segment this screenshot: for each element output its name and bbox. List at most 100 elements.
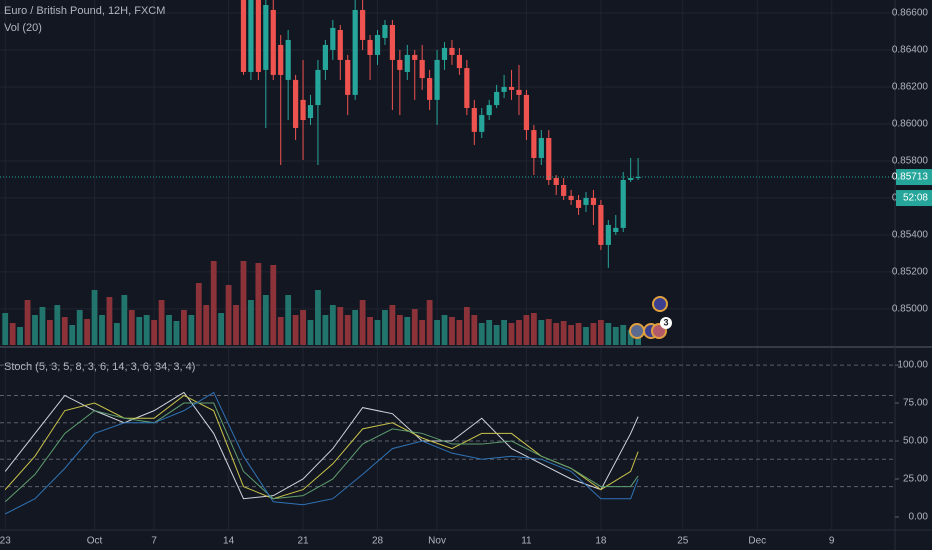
volume-bar	[114, 323, 120, 345]
volume-bar	[262, 295, 269, 345]
y-tick-label: 0.86400	[892, 45, 929, 56]
y-tick-label: 0.85800	[892, 156, 929, 167]
candle-body	[285, 39, 291, 80]
x-tick-label: 7	[151, 536, 157, 547]
volume-bar	[374, 320, 381, 345]
candle-body	[345, 59, 351, 95]
volume-bar	[128, 310, 135, 345]
event-count: 3	[663, 317, 668, 327]
candle-body	[300, 99, 306, 121]
volume-bar	[292, 315, 299, 345]
volume-bar	[285, 295, 292, 345]
y-tick-label: 75.00	[903, 398, 928, 409]
volume-bar	[382, 310, 388, 345]
stoch-line	[4, 402, 639, 503]
event-badge[interactable]	[660, 317, 672, 329]
volume-bar	[344, 315, 351, 345]
candle-body	[434, 59, 440, 100]
y-tick-label: 25.00	[903, 474, 928, 485]
volume-bar	[218, 313, 225, 345]
candle-body	[471, 108, 477, 132]
candle-body	[367, 39, 373, 55]
volume-bar	[583, 327, 589, 345]
candle-body	[419, 59, 425, 79]
x-tick-label: Dec	[748, 536, 766, 547]
volume-bar	[24, 300, 31, 345]
volume-bar	[225, 285, 232, 345]
candle-body	[404, 54, 410, 72]
volume-bar	[434, 320, 440, 345]
volume-bar	[255, 263, 262, 345]
event-icon[interactable]	[629, 323, 645, 339]
volume-bar	[166, 315, 172, 345]
candle-body	[479, 115, 485, 132]
volume-bar	[426, 300, 433, 345]
volume-bar	[627, 330, 634, 345]
candle-body	[613, 227, 619, 232]
volume-bar	[322, 315, 329, 345]
volume-bar	[46, 320, 53, 345]
volume-bar	[463, 307, 470, 345]
volume-bar	[389, 305, 396, 345]
candle-body	[270, 9, 276, 75]
volume-bar	[530, 313, 537, 345]
volume-bar	[597, 320, 604, 345]
volume-bar	[203, 305, 210, 345]
volume-bar	[61, 317, 68, 345]
volume-bar	[210, 261, 217, 345]
volume-bar	[17, 327, 24, 345]
volume-bar	[195, 283, 202, 345]
x-tick-label: 18	[595, 536, 607, 547]
countdown-box	[896, 190, 932, 207]
volume-bar	[315, 290, 321, 345]
volume-bar	[300, 310, 306, 345]
volume-bar	[523, 315, 530, 345]
last-price-box	[896, 169, 932, 186]
x-tick-label: 21	[297, 536, 309, 547]
volume-bar	[396, 315, 403, 345]
event-icons[interactable]: 3	[629, 296, 672, 339]
volume-bar	[568, 325, 575, 345]
candle-body	[546, 138, 552, 180]
candle-body	[382, 24, 388, 38]
candle-body	[628, 177, 634, 180]
volume-bar	[352, 310, 359, 345]
candle-body	[374, 34, 381, 55]
candle-body	[464, 68, 470, 109]
volume-bar	[188, 315, 195, 345]
x-tick-label: 25	[677, 536, 689, 547]
candle-body	[248, 0, 254, 72]
candle-body	[322, 44, 328, 70]
candle-body	[508, 86, 515, 90]
volume-bar	[69, 325, 76, 345]
x-tick-label: Nov	[428, 536, 446, 547]
volume-bar	[635, 333, 642, 345]
y-tick-label: 100.00	[897, 360, 928, 371]
y-tick-label: 0.86200	[892, 82, 929, 93]
volume-bar	[270, 265, 277, 345]
candle-body	[389, 24, 396, 60]
candle-body	[598, 204, 604, 245]
candle-body	[568, 195, 574, 200]
volume-bar	[329, 305, 336, 345]
volume-bar	[538, 320, 545, 345]
candle-body	[360, 9, 366, 40]
x-tick-label: 11	[521, 536, 532, 547]
candle-body	[337, 29, 343, 60]
volume-bar	[54, 305, 61, 345]
price-pane	[0, 0, 895, 345]
candle-body	[538, 138, 544, 158]
candle-body	[605, 224, 611, 245]
x-tick-label: 9	[829, 536, 835, 547]
volume-bar	[84, 319, 91, 345]
volume-bar	[99, 315, 105, 345]
candle-body	[330, 27, 336, 50]
stoch-title: Stoch (5, 3, 5, 8, 3, 6, 14, 3, 6, 34, 3…	[4, 361, 195, 373]
volume-bar	[605, 323, 612, 345]
symbol-title: Euro / British Pound, 12H, FXCM	[4, 5, 165, 17]
candle-body	[494, 91, 500, 106]
x-tick-label: 14	[223, 536, 235, 547]
event-icon[interactable]	[652, 296, 668, 312]
volume-bar	[367, 317, 373, 345]
